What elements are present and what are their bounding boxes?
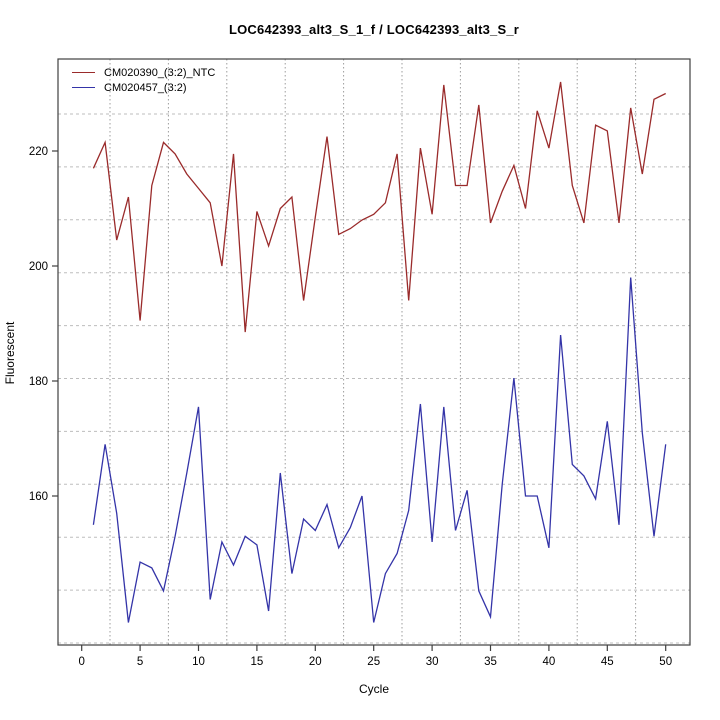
x-tick-label: 20 bbox=[309, 656, 322, 668]
legend-line-swatch-blue bbox=[72, 87, 95, 88]
chart-title: LOC642393_alt3_S_1_f / LOC642393_alt3_S_… bbox=[228, 22, 520, 37]
x-tick-label: 40 bbox=[543, 656, 556, 668]
x-tick-label: 5 bbox=[137, 656, 143, 668]
legend-item-ntc: CM020390_(3:2)_NTC bbox=[72, 65, 215, 80]
x-tick-label: 45 bbox=[601, 656, 614, 668]
legend-label: CM020390_(3:2)_NTC bbox=[104, 66, 216, 79]
x-tick-label: 50 bbox=[659, 656, 672, 668]
y-tick-label: 180 bbox=[29, 376, 48, 388]
plot-border bbox=[57, 58, 691, 646]
legend: CM020390_(3:2)_NTC CM020457_(3:2) bbox=[72, 65, 215, 95]
x-tick-label: 30 bbox=[426, 656, 439, 668]
legend-item-sample: CM020457_(3:2) bbox=[72, 80, 215, 95]
y-tick-label: 200 bbox=[29, 261, 48, 273]
series-line-sample bbox=[92, 277, 667, 623]
x-tick-label: 35 bbox=[484, 656, 497, 668]
y-axis-label: Fluorescent bbox=[3, 321, 17, 385]
x-axis-label: Cycle bbox=[358, 682, 389, 696]
y-tick-label: 220 bbox=[29, 146, 48, 158]
legend-line-swatch-red bbox=[72, 72, 95, 73]
legend-label: CM020457_(3:2) bbox=[104, 81, 187, 94]
x-tick-label: 25 bbox=[367, 656, 380, 668]
x-tick-label: 10 bbox=[192, 656, 205, 668]
y-tick-label: 160 bbox=[29, 491, 48, 503]
x-tick-label: 15 bbox=[251, 656, 264, 668]
series-line-ntc bbox=[92, 81, 666, 333]
x-tick-label: 0 bbox=[78, 656, 84, 668]
